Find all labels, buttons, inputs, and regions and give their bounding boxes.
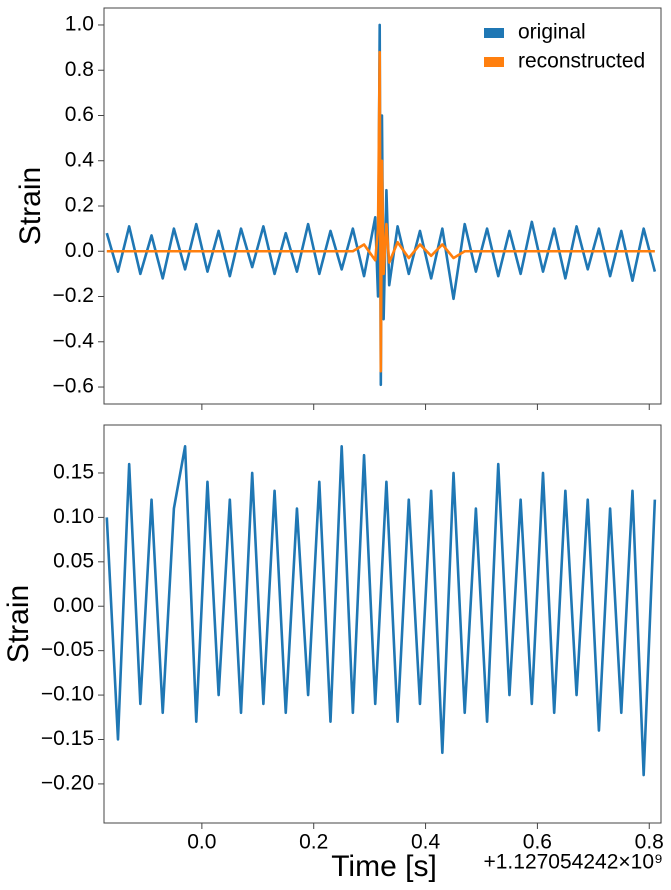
y-tick-label: −0.4	[53, 329, 95, 352]
y-tick-label: −0.15	[41, 727, 94, 750]
y-tick-label: 1.0	[65, 13, 94, 36]
legend-swatch	[484, 28, 504, 38]
y-tick-label: 0.4	[65, 148, 95, 171]
legend-label: original	[518, 21, 586, 44]
y-tick-label: 0.10	[53, 505, 94, 528]
y-tick-label: 0.05	[53, 549, 94, 572]
data-line	[105, 445, 657, 777]
y-tick-label: 0.0	[65, 239, 94, 262]
y-axis-label: Strain	[2, 585, 35, 663]
y-tick-label: −0.20	[41, 771, 94, 794]
y-tick-label: −0.10	[41, 683, 94, 706]
x-tick-label: 0.4	[411, 831, 441, 854]
y-tick-label: 0.6	[65, 103, 94, 126]
y-tick-label: 0.8	[65, 58, 94, 81]
legend-label: reconstructed	[518, 50, 645, 73]
x-tick-label: 0.2	[299, 831, 328, 854]
plot-frame	[103, 7, 662, 405]
offset-text: +1.127054242×10⁹	[483, 851, 663, 874]
data-line	[106, 50, 655, 373]
x-axis-label: Time [s]	[331, 850, 437, 883]
y-tick-label: −0.2	[53, 284, 94, 307]
y-tick-label: 0.15	[53, 461, 94, 484]
y-tick-label: 0.00	[53, 594, 94, 617]
plot-frame	[103, 424, 662, 824]
y-tick-label: 0.2	[65, 194, 94, 217]
x-tick-label: 0.8	[635, 831, 664, 854]
x-tick-label: 0.0	[187, 831, 216, 854]
legend-swatch	[484, 57, 504, 67]
y-tick-label: −0.6	[53, 375, 94, 398]
y-axis-label: Strain	[14, 167, 47, 245]
x-tick-label: 0.6	[523, 831, 552, 854]
y-tick-label: −0.05	[41, 638, 94, 661]
